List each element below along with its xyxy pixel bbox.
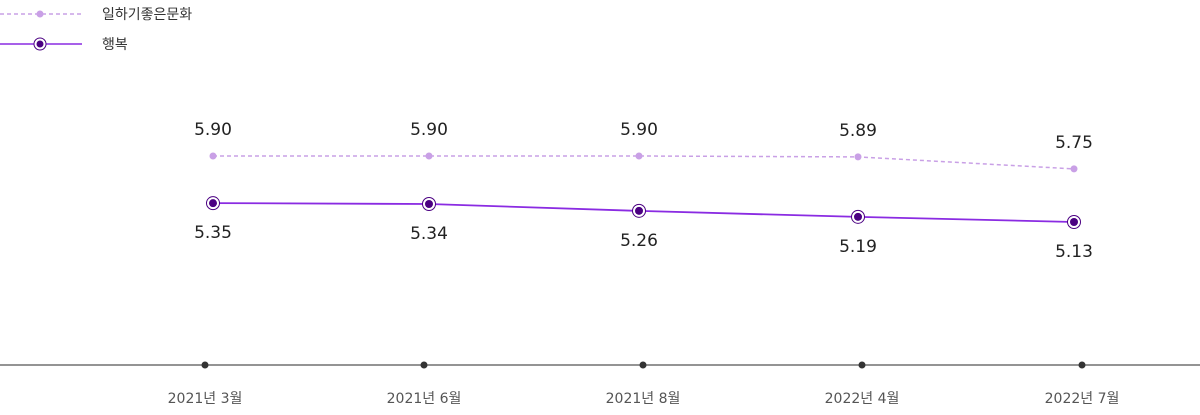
series-2-point-5 <box>1070 218 1078 226</box>
series-1-line <box>213 155 1075 170</box>
series-1-value-label-2: 5.90 <box>410 120 448 140</box>
series-1-point-5 <box>1070 165 1078 173</box>
x-axis-tick-5 <box>1078 361 1086 369</box>
legend-marker-dot <box>36 10 44 18</box>
x-tick-label-2: 2021년 6월 <box>387 391 462 407</box>
series-1-value-label-1: 5.90 <box>194 120 232 140</box>
series-1 <box>209 152 1078 173</box>
series-2-value-label-5: 5.13 <box>1055 242 1093 262</box>
series-2-point-1 <box>209 199 217 208</box>
x-tick-label-3: 2021년 8월 <box>606 391 681 407</box>
series-1-point-3 <box>635 152 643 160</box>
series-1-value-label-3: 5.90 <box>620 120 658 140</box>
series-1-value-label-5: 5.75 <box>1055 133 1093 153</box>
legend-label-1: 일하기좋은문화 <box>102 7 192 23</box>
series-1-point-4 <box>854 153 862 161</box>
x-tick-label-4: 2022년 4월 <box>825 391 900 407</box>
series-2-point-4 <box>854 212 862 221</box>
series-1-point-2 <box>425 152 433 160</box>
legend-item-1: 일하기좋은문화 <box>0 7 192 23</box>
series-layer <box>206 152 1081 229</box>
x-tick-label-1: 2021년 3월 <box>168 391 243 407</box>
x-axis-tick-4 <box>858 361 866 369</box>
x-axis-tick-1 <box>201 361 209 369</box>
series-2-value-label-2: 5.34 <box>410 224 448 244</box>
series-2-value-label-4: 5.19 <box>839 237 877 257</box>
series-2-value-label-1: 5.35 <box>194 223 232 243</box>
legend-marker-dot <box>36 40 44 48</box>
legend-label-2: 행복 <box>102 37 128 53</box>
x-axis-tick-2 <box>420 361 428 369</box>
series-2-point-2 <box>425 200 433 208</box>
series-1-value-label-4: 5.89 <box>839 121 877 141</box>
series-2 <box>206 196 1081 229</box>
series-2-value-label-3: 5.26 <box>620 231 658 251</box>
x-tick-label-5: 2022년 7월 <box>1045 391 1120 407</box>
x-axis-tick-3 <box>639 361 647 369</box>
series-2-point-3 <box>635 206 643 215</box>
data-labels: 5.90 5.90 5.90 5.89 5.75 5.35 5.34 5.26 5.19 5.13 <box>194 120 1093 262</box>
series-1-point-1 <box>209 152 217 160</box>
legend-item-2: 행복 <box>0 37 128 53</box>
x-axis: 2021년 3월 2021년 6월 2021년 8월 2022년 4월 2022년 7월 <box>0 361 1200 407</box>
